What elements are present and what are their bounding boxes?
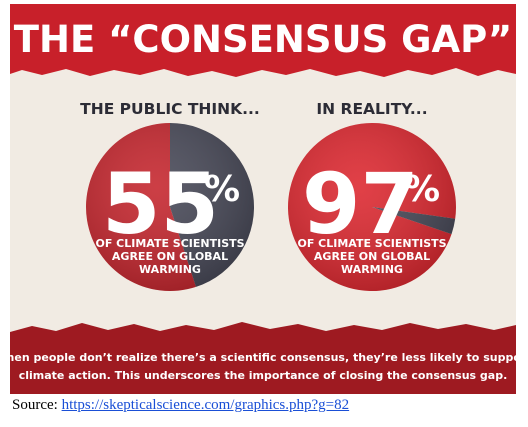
reality-percent-value: 97 [302,155,419,253]
title-banner [10,4,516,77]
public-caption-line-2: AGREE ON GLOBAL [112,250,228,263]
footer-line-1: When people don’t realize there’s a scie… [10,351,516,364]
public-caption-line-3: WARMING [139,263,201,276]
source-citation: Source: https://skepticalscience.com/gra… [12,397,349,414]
public-caption-line-1: OF CLIMATE SCIENTISTS [95,237,244,250]
reality-pie-chart: 97 % OF CLIMATE SCIENTISTS AGREE ON GLOB… [287,123,456,292]
reality-heading: IN REALITY... [316,100,427,118]
reality-percent-sign: % [404,169,440,210]
infographic-title: THE “CONSENSUS GAP” [14,18,513,61]
public-pie-shading [86,123,254,291]
public-pie-chart: 55 % OF CLIMATE SCIENTISTS AGREE ON GLOB… [86,123,255,291]
footer-banner [10,322,516,394]
consensus-gap-infographic: THE “CONSENSUS GAP” THE PUBLIC THINK... … [10,4,516,394]
footer-line-2: climate action. This underscores the imp… [19,369,508,382]
reality-caption-line-1: OF CLIMATE SCIENTISTS [297,237,446,250]
public-heading: THE PUBLIC THINK... [80,100,260,118]
reality-caption-line-2: AGREE ON GLOBAL [314,250,430,263]
reality-pie-shading [288,123,456,291]
source-label: Source: [12,397,62,413]
source-link[interactable]: https://skepticalscience.com/graphics.ph… [61,397,350,413]
public-percent-sign: % [204,169,240,210]
public-percent-value: 55 [102,155,219,253]
reality-caption-line-3: WARMING [341,263,403,276]
